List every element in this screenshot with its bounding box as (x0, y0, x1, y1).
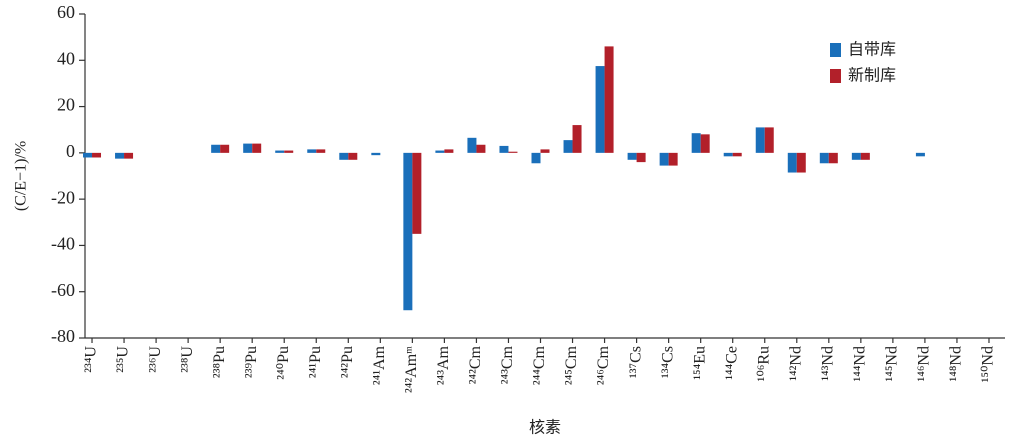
bar (92, 152, 102, 158)
x-tick-label: ²³⁵U (115, 346, 132, 373)
bar (499, 145, 509, 153)
bar (851, 152, 861, 160)
bar (828, 152, 838, 164)
x-tick-label: ¹⁴⁶Nd (916, 346, 933, 382)
bar (435, 150, 445, 153)
y-tick-label: 60 (57, 2, 75, 22)
x-tick-label: ²⁴⁴Cm (531, 345, 548, 385)
y-tick-label: -40 (51, 234, 75, 254)
x-tick-label: ¹³⁴Cs (659, 346, 676, 378)
bar (732, 152, 742, 157)
x-tick-label: ¹⁴⁸Nd (948, 346, 965, 382)
x-tick-label: ²⁴³Am (435, 345, 452, 385)
bar (275, 150, 285, 153)
x-axis-label: 核素 (529, 418, 561, 437)
bar (220, 144, 230, 153)
bar (572, 125, 582, 153)
bar (819, 152, 829, 164)
y-axis-label: (C/E−1)/% (13, 141, 30, 211)
x-tick-label: ¹⁴³Nd (819, 346, 836, 381)
bar (115, 152, 125, 159)
x-tick-label: ¹⁴⁴Nd (852, 346, 869, 382)
x-tick-label: ²⁴²Cm (467, 345, 484, 384)
bar (83, 152, 93, 158)
x-tick-label: ²⁴²Amᵐ (403, 346, 420, 393)
x-tick-label: ²³⁶U (147, 346, 164, 373)
x-tick-label: ²⁴¹Am (371, 345, 388, 385)
y-tick-label: 40 (57, 48, 75, 68)
x-tick-label: ¹⁴⁵Nd (884, 346, 901, 382)
bar (348, 152, 358, 160)
y-tick-label: -80 (51, 326, 75, 346)
legend-swatch (830, 43, 841, 57)
x-tick-label: ²³⁸Pu (211, 346, 228, 378)
bar (444, 149, 454, 153)
x-tick-label: ¹⁴²Nd (787, 346, 804, 381)
bar (307, 149, 317, 153)
bar (284, 150, 294, 153)
legend-label: 自带库 (848, 40, 896, 59)
bar (252, 143, 262, 153)
x-tick-label: ²³⁴U (83, 346, 100, 373)
legend-label: 新制库 (848, 66, 896, 85)
bar (604, 46, 614, 153)
bar (339, 152, 349, 160)
bar (723, 152, 733, 157)
bar (243, 143, 253, 153)
y-tick-label: 20 (57, 95, 75, 115)
bar (691, 133, 701, 153)
bar (636, 152, 646, 163)
bar (860, 152, 870, 160)
x-tick-label: ¹⁵⁴Eu (691, 346, 708, 380)
bar (467, 137, 477, 153)
bar (316, 149, 326, 153)
bar (627, 152, 637, 160)
x-tick-label: ²⁴³Cm (499, 345, 516, 384)
x-tick-label: ¹⁰⁶Ru (755, 346, 772, 381)
x-tick-label: ²⁴⁶Cm (595, 345, 612, 385)
bar (787, 152, 797, 173)
bar (755, 127, 765, 153)
bar (595, 66, 605, 153)
bar (700, 134, 710, 153)
x-tick-label: ²³⁹Pu (243, 346, 260, 378)
x-tick-label: ¹³⁷Cs (627, 346, 644, 378)
bar (508, 151, 518, 153)
x-tick-label: ²⁴⁵Cm (563, 345, 580, 385)
x-tick-label: ¹⁵⁰Nd (980, 346, 997, 382)
bar (476, 144, 486, 153)
bar (540, 149, 550, 153)
bar (211, 144, 221, 153)
bar (403, 152, 413, 311)
bar (371, 152, 381, 156)
y-tick-label: -20 (51, 187, 75, 207)
x-tick-label: ²⁴²Pu (339, 346, 356, 378)
x-tick-label: ¹⁴⁴Ce (723, 346, 740, 380)
bar (659, 152, 669, 166)
legend-swatch (830, 69, 841, 83)
y-tick-label: -60 (51, 280, 75, 300)
bar (796, 152, 806, 173)
bar (915, 152, 925, 157)
bar (531, 152, 541, 164)
bar (563, 140, 573, 153)
bar (124, 152, 134, 159)
bar (668, 152, 678, 166)
bar (764, 127, 774, 153)
x-tick-label: ²⁴¹Pu (307, 346, 324, 378)
y-tick-label: 0 (66, 141, 75, 161)
x-tick-label: ²³⁸U (179, 346, 196, 373)
x-tick-label: ²⁴⁰Pu (275, 346, 292, 380)
bar (412, 152, 422, 234)
